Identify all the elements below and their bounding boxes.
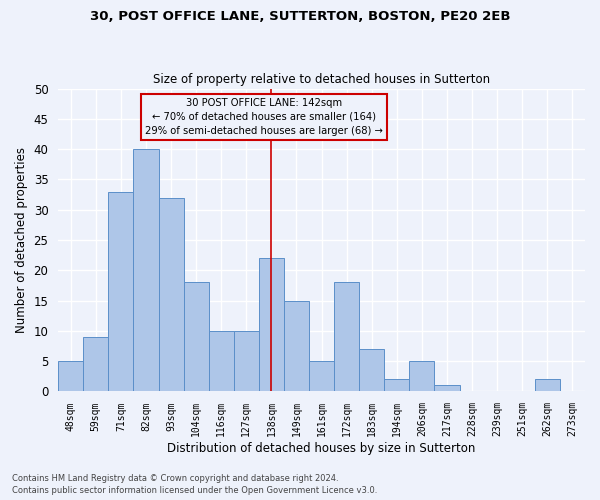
Bar: [409, 361, 434, 392]
Y-axis label: Number of detached properties: Number of detached properties: [15, 147, 28, 333]
Bar: [234, 331, 259, 392]
Bar: [284, 300, 309, 392]
Bar: [83, 337, 109, 392]
Bar: [133, 149, 158, 392]
Bar: [334, 282, 359, 392]
Bar: [109, 192, 133, 392]
Bar: [184, 282, 209, 392]
Bar: [359, 349, 384, 392]
Bar: [434, 386, 460, 392]
Bar: [535, 380, 560, 392]
Bar: [309, 361, 334, 392]
Text: Contains HM Land Registry data © Crown copyright and database right 2024.
Contai: Contains HM Land Registry data © Crown c…: [12, 474, 377, 495]
Bar: [209, 331, 234, 392]
Bar: [384, 380, 409, 392]
Bar: [259, 258, 284, 392]
Bar: [158, 198, 184, 392]
Bar: [58, 361, 83, 392]
Title: Size of property relative to detached houses in Sutterton: Size of property relative to detached ho…: [153, 73, 490, 86]
X-axis label: Distribution of detached houses by size in Sutterton: Distribution of detached houses by size …: [167, 442, 476, 455]
Text: 30, POST OFFICE LANE, SUTTERTON, BOSTON, PE20 2EB: 30, POST OFFICE LANE, SUTTERTON, BOSTON,…: [90, 10, 510, 23]
Text: 30 POST OFFICE LANE: 142sqm
← 70% of detached houses are smaller (164)
29% of se: 30 POST OFFICE LANE: 142sqm ← 70% of det…: [145, 98, 383, 136]
